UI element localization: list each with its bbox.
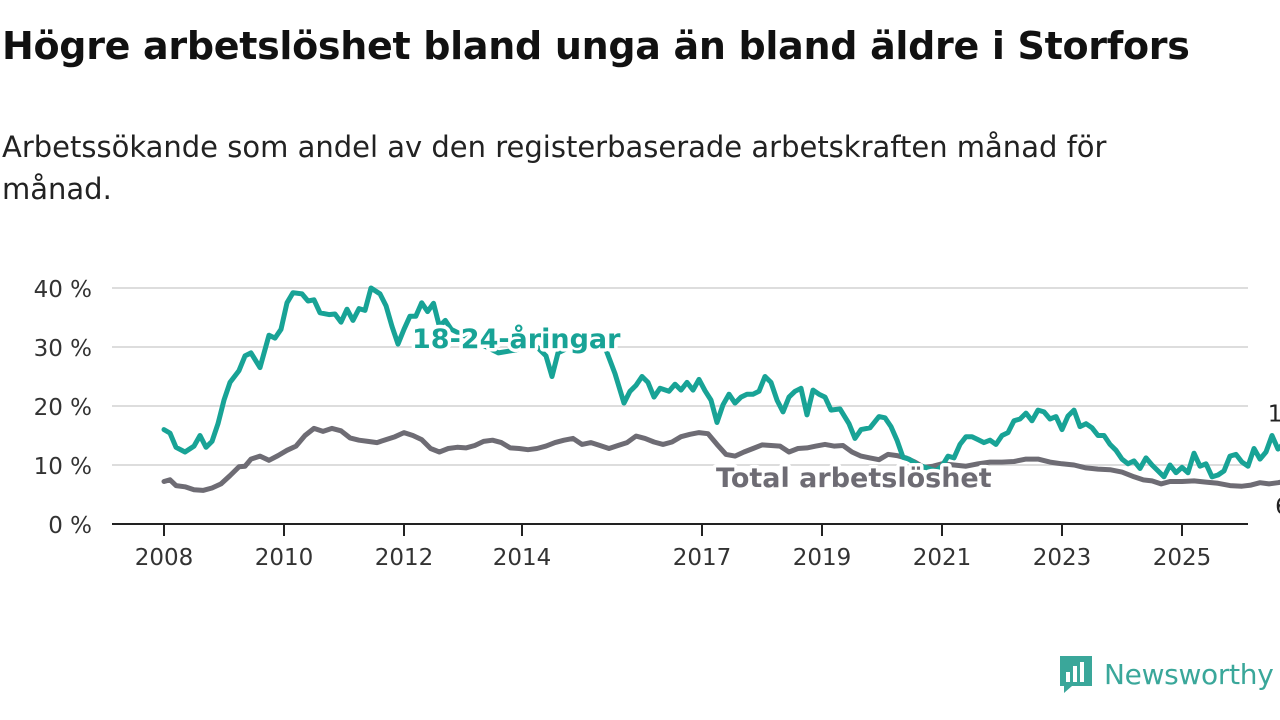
- x-tick-label: 2014: [493, 545, 552, 571]
- x-tick-label: 2017: [673, 545, 732, 571]
- chart-subtitle: Arbetssökande som andel av den registerb…: [2, 130, 1107, 206]
- y-tick-label: 30 %: [34, 336, 92, 362]
- chart-bars-icon: [1060, 656, 1092, 693]
- x-tick-label: 2008: [135, 545, 194, 571]
- y-tick-label: 20 %: [34, 395, 92, 421]
- y-tick-label: 0 %: [48, 513, 92, 539]
- x-tick-label: 2019: [793, 545, 852, 571]
- x-tick-label: 2023: [1033, 545, 1092, 571]
- chart-title: Högre arbetslöshet bland unga än bland ä…: [2, 24, 1190, 68]
- newsworthy-logo: Newsworthy: [1058, 654, 1274, 694]
- brand-name: Newsworthy: [1104, 657, 1274, 691]
- series-line-total: [161, 425, 1280, 493]
- x-tick-label: 2010: [255, 545, 314, 571]
- series-label-total-halo: Total arbetslöshet: [716, 463, 992, 494]
- series-label-unga: 18-24-åringar: [412, 323, 621, 355]
- series-label-unga-halo: 18-24-åringar: [412, 323, 621, 355]
- series-label-total: Total arbetslöshet: [716, 463, 992, 494]
- x-tick-label: 2021: [913, 545, 972, 571]
- end-label-total: 6,8 %: [1275, 494, 1280, 520]
- x-tick-label: 2012: [375, 545, 434, 571]
- end-label-unga: 14,8 %: [1268, 402, 1280, 428]
- x-tick-label: 2025: [1153, 545, 1212, 571]
- series-line-unga: [161, 285, 1280, 480]
- y-tick-label: 10 %: [34, 454, 92, 480]
- y-tick-label: 40 %: [34, 277, 92, 303]
